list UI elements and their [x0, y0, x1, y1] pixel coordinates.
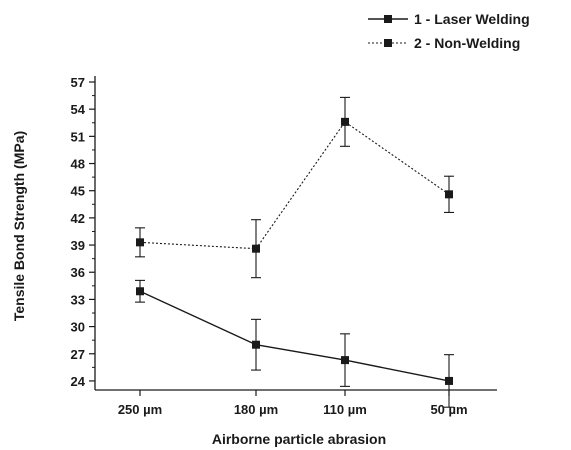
x-tick-label: 180 µm	[234, 402, 278, 417]
series-line	[139, 121, 450, 250]
data-point	[252, 244, 260, 253]
data-point	[445, 376, 453, 385]
legend-marker	[384, 15, 392, 23]
data-point	[136, 287, 144, 296]
data-point	[341, 117, 349, 126]
x-tick-label: 110 µm	[323, 402, 367, 417]
x-axis-ticks: 250 µm 180 µm 110 µm 50 µm	[118, 390, 468, 417]
data-point	[341, 356, 349, 365]
legend-label: 1 - Laser Welding	[414, 11, 530, 27]
data-point	[445, 190, 453, 199]
y-tick-label: 45	[71, 184, 85, 199]
y-tick-label: 57	[71, 75, 85, 90]
x-axis-label: Airborne particle abrasion	[212, 431, 386, 447]
x-tick-label: 50 µm	[430, 402, 467, 417]
y-tick-label: 24	[71, 374, 86, 389]
legend-item-1: 1 - Laser Welding	[368, 11, 530, 27]
y-axis-ticks: 24 27 30 33 36 39 42 45 48 51 54 57	[71, 75, 95, 389]
series-2	[135, 96, 454, 279]
y-tick-label: 39	[71, 238, 85, 253]
chart-axes	[94, 76, 497, 391]
y-tick-label: 30	[71, 320, 85, 335]
y-tick-label: 48	[71, 157, 85, 172]
y-tick-label: 42	[71, 211, 85, 226]
plot-area	[135, 96, 454, 408]
data-point	[252, 340, 260, 349]
data-point	[136, 238, 144, 247]
y-tick-label: 51	[71, 129, 85, 144]
y-tick-label: 54	[71, 102, 86, 117]
series-line	[139, 290, 450, 382]
series-1	[135, 279, 454, 408]
chart-legend: 1 - Laser Welding 2 - Non-Welding	[368, 11, 530, 51]
x-tick-label: 250 µm	[118, 402, 162, 417]
y-tick-label: 27	[71, 347, 85, 362]
legend-label: 2 - Non-Welding	[414, 35, 520, 51]
legend-marker	[384, 39, 392, 47]
y-axis-label: Tensile Bond Strength (MPa)	[11, 131, 27, 321]
y-tick-label: 36	[71, 265, 85, 280]
y-tick-label: 33	[71, 292, 85, 307]
legend-item-2: 2 - Non-Welding	[368, 35, 520, 51]
